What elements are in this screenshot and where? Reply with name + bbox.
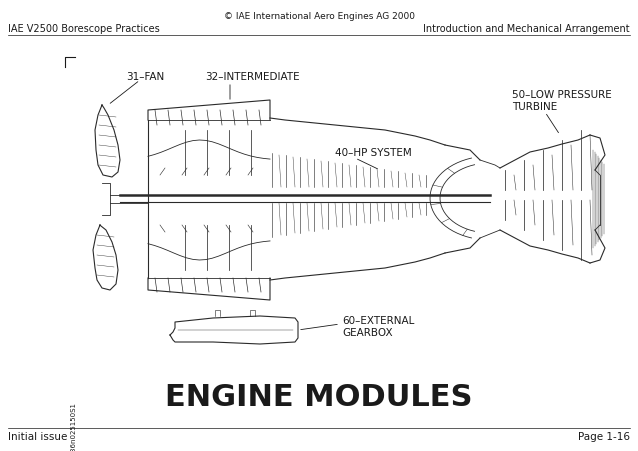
Text: Page 1-16: Page 1-16 [578,432,630,442]
Text: 32–INTERMEDIATE: 32–INTERMEDIATE [205,72,300,82]
Text: IAE V2500 Borescope Practices: IAE V2500 Borescope Practices [8,24,160,34]
Text: 40–HP SYSTEM: 40–HP SYSTEM [335,148,412,158]
Text: F36n025150S1: F36n025150S1 [70,402,76,451]
Text: Introduction and Mechanical Arrangement: Introduction and Mechanical Arrangement [424,24,630,34]
Text: TURBINE: TURBINE [512,102,557,112]
Text: 50–LOW PRESSURE: 50–LOW PRESSURE [512,90,612,100]
Text: © IAE International Aero Engines AG 2000: © IAE International Aero Engines AG 2000 [223,12,415,21]
Text: ENGINE MODULES: ENGINE MODULES [165,383,473,413]
Text: 31–FAN: 31–FAN [126,72,164,82]
Text: GEARBOX: GEARBOX [342,328,392,338]
Text: 60–EXTERNAL: 60–EXTERNAL [342,316,414,326]
Text: Initial issue: Initial issue [8,432,68,442]
